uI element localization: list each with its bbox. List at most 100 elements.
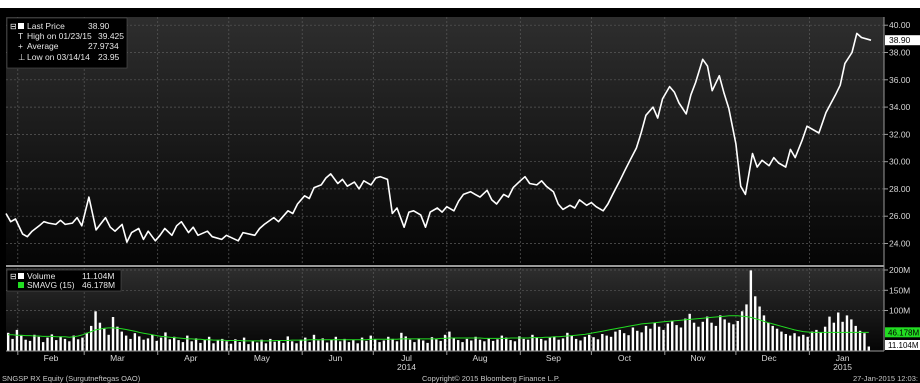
volume-bar — [867, 346, 871, 351]
volume-bar — [609, 336, 613, 351]
volume-bar — [212, 343, 215, 351]
volume-bar — [588, 334, 591, 351]
legend-collapse-icon[interactable]: ⊟ — [10, 22, 17, 31]
volume-bar — [312, 334, 316, 351]
volume-bar — [618, 329, 621, 351]
volume-bar — [28, 340, 32, 351]
volume-bar — [487, 338, 490, 351]
volume-bar — [697, 326, 700, 351]
volume-bar — [352, 340, 355, 351]
volume-bar — [133, 333, 137, 351]
volume-bar — [41, 342, 45, 351]
volume-bar — [138, 336, 141, 351]
volume-bar — [505, 337, 508, 351]
volume-bar — [242, 337, 246, 351]
volume-bar — [50, 334, 54, 351]
volume-bar — [103, 328, 106, 351]
volume-bar — [535, 337, 538, 351]
legend-volume-value: 11.104M — [82, 271, 114, 281]
volume-bar — [164, 332, 167, 351]
price-last-value-label: 38.90 — [889, 35, 911, 45]
volume-bar — [256, 342, 259, 351]
volume-bar — [325, 342, 329, 351]
volume-bar — [496, 339, 499, 351]
volume-bar — [788, 335, 792, 351]
x-axis-month-label: Mar — [110, 353, 125, 363]
volume-bar — [705, 316, 709, 351]
volume-bar — [360, 337, 364, 351]
price-legend-box — [6, 17, 128, 69]
volume-bar — [719, 315, 722, 351]
volume-bar — [334, 336, 338, 351]
x-axis-month-label: Aug — [472, 353, 487, 363]
smavg-last-value-box — [885, 327, 920, 338]
volume-bar — [775, 328, 779, 351]
volume-bar — [688, 313, 691, 351]
volume-bar — [72, 335, 75, 351]
price-y-tick-label: 34.00 — [889, 102, 911, 112]
volume-bar — [684, 318, 687, 351]
volume-bar — [513, 341, 517, 351]
volume-bar — [295, 343, 298, 351]
x-axis-month-label: Apr — [184, 353, 197, 363]
x-axis-month-label: Nov — [690, 353, 706, 363]
volume-bar — [452, 338, 455, 351]
volume-bar — [207, 336, 211, 351]
volume-bar — [491, 340, 495, 351]
x-axis-year-label: 2014 — [397, 362, 416, 372]
smavg-swatch — [18, 282, 24, 288]
volume-bar — [854, 325, 857, 351]
volume-bar — [321, 338, 324, 351]
volume-bar — [369, 335, 372, 351]
legend-last-price-value: 38.90 — [88, 21, 110, 31]
volume-bar — [570, 335, 573, 351]
smavg-line — [8, 315, 869, 342]
price-y-tick-label: 36.00 — [889, 75, 911, 85]
volume-bar — [408, 339, 412, 351]
volume-bar — [500, 335, 504, 351]
volume-bar — [430, 337, 434, 351]
volume-bar — [845, 315, 849, 351]
volume-bar — [810, 331, 814, 351]
volume-y-tick-label: 150M — [889, 285, 910, 295]
volume-bar — [404, 336, 407, 351]
volume-bar — [723, 319, 726, 351]
volume-bar — [679, 327, 683, 351]
volume-bar — [636, 330, 639, 351]
volume-bar — [566, 332, 569, 351]
volume-bar — [539, 338, 543, 351]
volume-bar — [264, 343, 268, 351]
volume-bar — [172, 336, 176, 351]
legend-average-value: 27.9734 — [88, 41, 119, 51]
price-legend: ⊟ Last Price 38.90 T High on 01/23/15 39… — [6, 17, 128, 69]
volume-bar — [59, 336, 62, 351]
volume-bar — [330, 339, 333, 351]
volume-bar — [221, 338, 224, 351]
volume-bar — [400, 332, 403, 351]
volume-legend-collapse-icon[interactable]: ⊟ — [10, 272, 17, 281]
volume-bar — [614, 331, 617, 351]
x-axis-year-label: 2015 — [833, 362, 852, 372]
volume-bar — [675, 325, 678, 351]
legend-low-label: Low on 03/14/14 — [27, 52, 90, 62]
volume-bar — [802, 334, 805, 351]
volume-bar — [273, 341, 276, 351]
volume-bar — [657, 326, 661, 351]
volume-bar — [863, 333, 866, 351]
volume-bar — [474, 336, 477, 351]
volume-bar — [714, 325, 718, 351]
volume-y-tick-label: 200M — [889, 265, 910, 275]
volume-bar — [583, 336, 587, 351]
volume-bar — [142, 339, 145, 351]
volume-bar — [732, 324, 735, 351]
price-last-value-box — [885, 35, 920, 46]
volume-bar — [155, 340, 158, 351]
volume-bar — [456, 340, 460, 351]
volume-bar — [111, 317, 115, 351]
volume-bar — [365, 340, 368, 351]
low-marker-icon: ⊥ — [18, 52, 26, 62]
volume-bar — [771, 325, 774, 351]
legend-high-value: 39.425 — [98, 31, 124, 41]
